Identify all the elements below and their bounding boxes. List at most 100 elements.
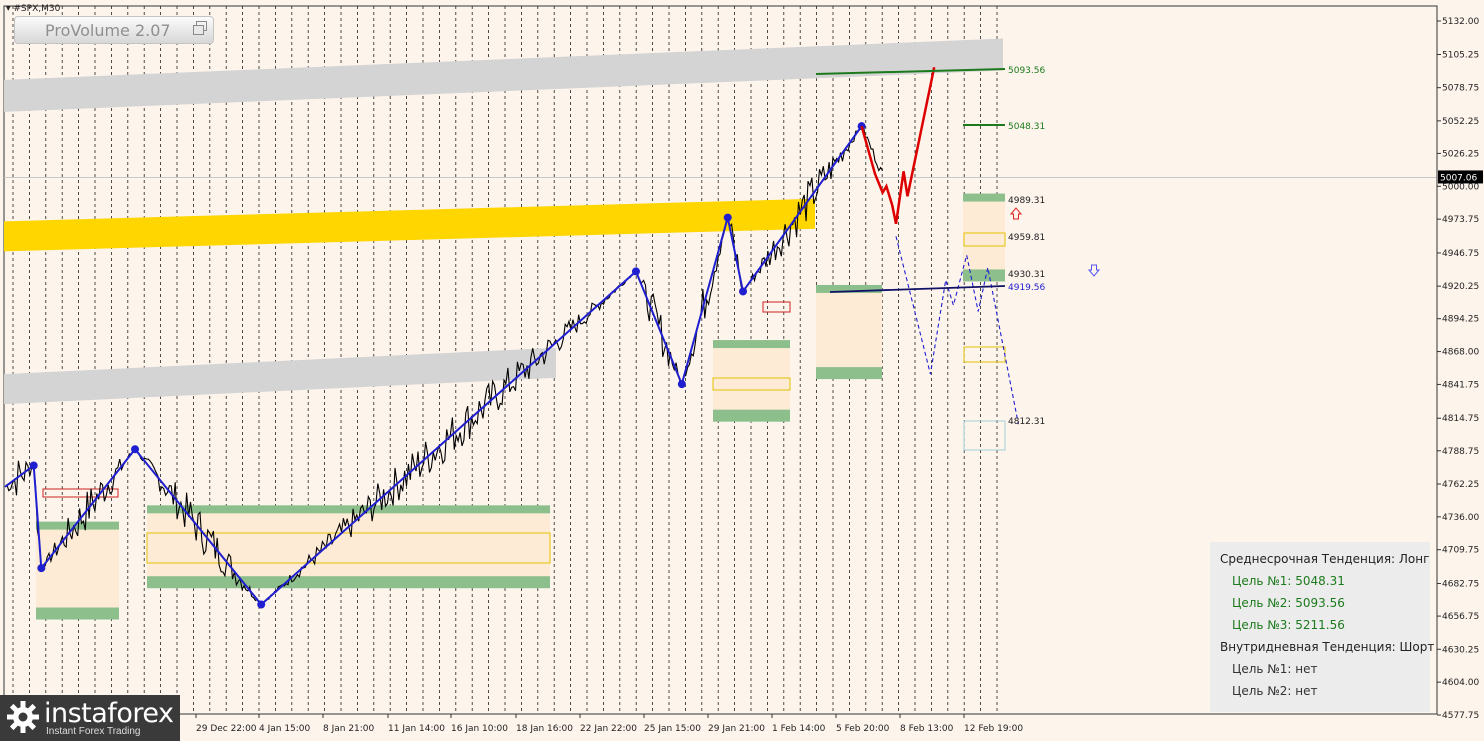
zigzag-pivot xyxy=(739,287,748,296)
forecast-layer xyxy=(860,67,1101,425)
x-tick-label: 22 Jan 22:00 xyxy=(580,724,637,734)
upper-grey-band xyxy=(4,38,1003,112)
zigzag-pivot xyxy=(631,267,640,276)
x-tick-label: 18 Jan 16:00 xyxy=(516,724,573,734)
x-tick-label: 4 Jan 15:00 xyxy=(259,724,311,734)
volume-zone-top xyxy=(963,193,1005,202)
level-label: 5093.56 xyxy=(1008,66,1045,76)
zigzag-line xyxy=(4,125,863,606)
y-tick-label: 4788.75 xyxy=(1442,447,1479,457)
y-tick-label: 4577.75 xyxy=(1442,711,1479,721)
levels-layer: 5093.56 5048.31 4989.31 4959.81 4930.31 4919.… xyxy=(815,66,1045,427)
volume-zone xyxy=(147,509,550,584)
y-tick-label: 4868.00 xyxy=(1442,348,1479,358)
level-box xyxy=(712,377,791,391)
zigzag-pivot xyxy=(677,380,686,389)
level-box xyxy=(146,532,551,564)
current-price-tag xyxy=(1438,170,1483,184)
y-tick-label: 4762.25 xyxy=(1442,480,1479,490)
mid-target-3: Цель №3: 5211.56 xyxy=(1232,618,1345,632)
y-tick-label: 4814.75 xyxy=(1442,414,1479,424)
volume-zone-bottom xyxy=(36,607,119,620)
zigzag-pivot xyxy=(257,600,266,609)
level-label: 4812.31 xyxy=(1008,417,1045,427)
intra-target-2: Цель №2: нет xyxy=(1232,684,1318,698)
volume-zone-top xyxy=(713,340,790,349)
level-box xyxy=(762,301,791,313)
y-tick-label: 4894.25 xyxy=(1442,315,1479,325)
forecast-down-path xyxy=(895,236,1019,425)
trend-panel: Среднесрочная Тенденция: Лонг Цель №1: 5… xyxy=(1210,542,1434,712)
y-tick-label: 4920.25 xyxy=(1442,282,1479,292)
volume-zone xyxy=(36,525,119,615)
axes-layer: 5132.00 5105.25 5078.75 5052.25 5026.25 5000.… xyxy=(4,6,1483,734)
instaforex-logo: instaforex Instant Forex Trading xyxy=(0,695,180,741)
y-tick-label: 4656.75 xyxy=(1442,612,1479,622)
level-label: 4959.81 xyxy=(1008,233,1045,243)
volume-zones-layer xyxy=(4,38,1006,620)
y-tick-label: 5105.25 xyxy=(1442,50,1479,60)
volume-zone-top xyxy=(36,521,119,530)
zigzag-pivot xyxy=(723,213,732,222)
y-tick-label: 4946.75 xyxy=(1442,249,1479,259)
volume-zone-bottom xyxy=(816,367,882,380)
x-tick-label: 5 Feb 20:00 xyxy=(836,724,890,734)
zigzag-pivot xyxy=(857,122,866,131)
x-tick-label: 29 Dec 22:00 xyxy=(196,724,257,734)
level-box xyxy=(963,420,1006,451)
x-tick-label: 8 Feb 13:00 xyxy=(900,724,954,734)
x-tick-label: 29 Jan 21:00 xyxy=(708,724,765,734)
y-tick-label: 5078.75 xyxy=(1442,84,1479,94)
y-tick-label: 4973.75 xyxy=(1442,215,1479,225)
mid-target-1: Цель №1: 5048.31 xyxy=(1232,574,1345,588)
x-tick-label: 12 Feb 19:00 xyxy=(964,724,1023,734)
zigzag-pivot xyxy=(37,564,46,573)
level-label: 5048.31 xyxy=(1008,122,1045,132)
y-tick-label: 5132.00 xyxy=(1442,17,1479,27)
zigzag-pivot xyxy=(131,445,140,454)
x-tick-label: 16 Jan 10:00 xyxy=(451,724,508,734)
y-tick-label: 5052.25 xyxy=(1442,117,1479,127)
y-tick-label: 4709.75 xyxy=(1442,546,1479,556)
gear-logo-icon xyxy=(7,701,39,733)
x-tick-label: 1 Feb 14:00 xyxy=(772,724,826,734)
symbol-label: ▾ #SPX,M30 xyxy=(6,4,61,14)
volume-zone xyxy=(713,344,790,417)
volume-zone-top xyxy=(147,505,550,514)
logo-brand: instaforex xyxy=(44,698,174,729)
level-label: 4930.31 xyxy=(1008,270,1045,280)
window-restore-icon[interactable] xyxy=(193,21,207,35)
volume-zone-bottom xyxy=(963,269,1005,282)
y-tick-label: 4604.00 xyxy=(1442,678,1479,688)
mid-target-2: Цель №2: 5093.56 xyxy=(1232,596,1345,610)
zigzag-layer xyxy=(4,122,866,609)
support-level-line xyxy=(829,285,1006,293)
arrow-up-icon xyxy=(1009,207,1023,220)
volume-zone-top xyxy=(816,284,882,293)
current-price-label: 5007.06 xyxy=(1440,173,1477,183)
y-tick-label: 5000.00 xyxy=(1442,182,1479,192)
y-tick-label: 4841.75 xyxy=(1442,380,1479,390)
y-tick-label: 4736.00 xyxy=(1442,513,1479,523)
intra-target-1: Цель №1: нет xyxy=(1232,662,1318,676)
mid-trend-label: Среднесрочная Тенденция: Лонг xyxy=(1220,552,1430,566)
indicator-name: ProVolume 2.07 xyxy=(45,21,171,40)
y-tick-label: 5026.25 xyxy=(1442,149,1479,159)
indicator-panel[interactable]: ProVolume 2.07 xyxy=(14,16,214,44)
x-tick-label: 8 Jan 21:00 xyxy=(323,724,375,734)
arrow-down-icon xyxy=(1087,264,1101,277)
y-tick-label: 4682.75 xyxy=(1442,580,1479,590)
logo-tagline: Instant Forex Trading xyxy=(46,726,141,737)
y-tick-label: 4630.25 xyxy=(1442,645,1479,655)
level-box xyxy=(42,488,119,498)
volume-zone-bottom xyxy=(713,409,790,422)
level-label: 4989.31 xyxy=(1008,196,1045,206)
gold-value-band xyxy=(4,198,815,252)
x-tick-label: 11 Jan 14:00 xyxy=(388,724,445,734)
level-label: 4919.56 xyxy=(1008,283,1045,293)
forecast-up-path xyxy=(860,67,936,225)
middle-grey-band xyxy=(4,347,556,405)
volume-zone xyxy=(963,197,1005,277)
intra-trend-label: Внутридневная Тенденция: Шорт xyxy=(1220,640,1435,654)
